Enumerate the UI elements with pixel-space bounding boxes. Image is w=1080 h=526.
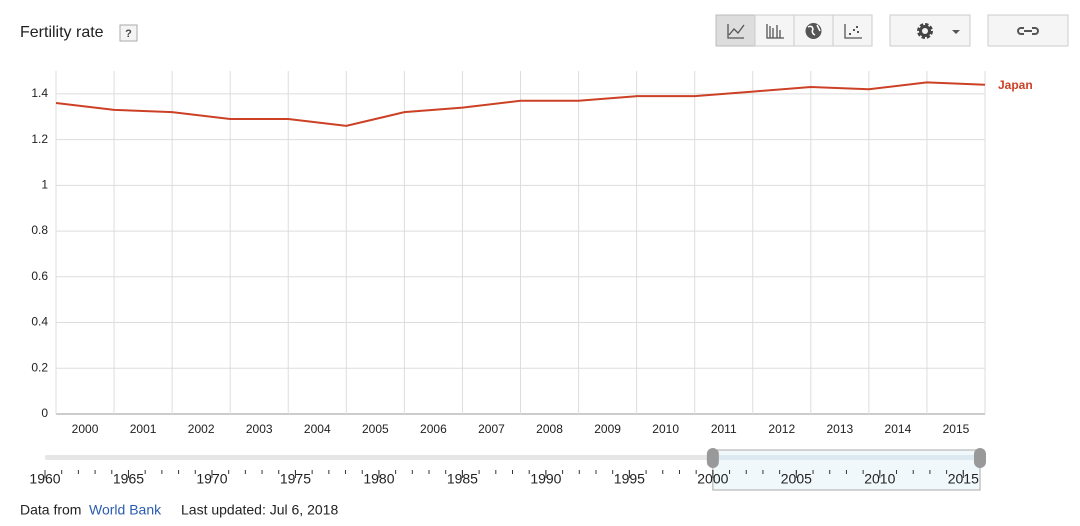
line-icon	[727, 24, 745, 39]
bar-chart-button[interactable]	[754, 14, 795, 47]
footer-source-prefix: Data from	[20, 502, 81, 518]
timeline-selected-track	[712, 455, 980, 460]
series-label: Japan	[998, 78, 1033, 92]
globe-icon	[805, 23, 822, 39]
y-tick-label: 1.4	[31, 86, 48, 100]
scatter-axis	[844, 24, 862, 39]
timeline-label: 2010	[864, 471, 895, 487]
x-tick-label: 2013	[826, 422, 853, 436]
x-tick-label: 2006	[420, 422, 447, 436]
timeline-label: 1985	[447, 471, 478, 487]
y-tick-label: 0.8	[31, 223, 48, 237]
help-button[interactable]	[119, 24, 138, 42]
x-tick-label: 2002	[188, 422, 215, 436]
scatter-button[interactable]	[832, 14, 873, 47]
x-tick-label: 2001	[130, 422, 157, 436]
timeline-label: 1965	[113, 471, 144, 487]
x-tick-label: 2010	[652, 422, 679, 436]
timeline-label: 2000	[697, 471, 728, 487]
x-tick-label: 2015	[943, 422, 970, 436]
x-tick-label: 2011	[711, 422, 737, 436]
timeline-handle[interactable]	[974, 448, 986, 468]
x-tick-label: 2007	[478, 422, 505, 436]
footer-updated: Last updated: Jul 6, 2018	[181, 502, 338, 518]
x-tick-label: 2012	[768, 422, 795, 436]
y-tick-label: 0.4	[31, 315, 48, 329]
series-line	[55, 81, 986, 127]
timeline-label: 1990	[530, 471, 561, 487]
y-tick-label: 1.2	[31, 132, 48, 146]
x-tick-label: 2014	[885, 422, 912, 436]
y-tick-label: 0	[41, 406, 48, 420]
timeline-label: 1980	[363, 471, 394, 487]
y-tick-label: 0.6	[31, 269, 48, 283]
x-tick-label: 2003	[246, 422, 273, 436]
y-tick-label: 0.2	[31, 360, 48, 374]
help-icon[interactable]: ?	[125, 28, 132, 40]
toolbar	[715, 14, 1069, 47]
x-tick-label: 2005	[362, 422, 389, 436]
x-tick-label: 2008	[536, 422, 563, 436]
bar-icon	[766, 24, 784, 39]
footer-source-link[interactable]: World Bank	[89, 502, 162, 518]
x-tick-label: 2004	[304, 422, 331, 436]
gear-ring	[919, 25, 931, 37]
timeline-label: 2005	[781, 471, 812, 487]
dropdown-arrow	[952, 30, 960, 34]
timeline-label: 2015	[948, 471, 979, 487]
scatter-dots	[849, 26, 859, 35]
timeline-label: 1970	[196, 471, 227, 487]
timeline-label: 1995	[614, 471, 645, 487]
globe-detail	[807, 24, 821, 36]
timeline-handle[interactable]	[706, 448, 719, 468]
link-icon	[1017, 27, 1039, 35]
timeline-label: 1975	[280, 471, 311, 487]
chart-title: Fertility rate	[20, 24, 104, 41]
y-tick-label: 1	[41, 178, 48, 192]
timeline-label: 1960	[29, 471, 60, 487]
x-tick-label: 2000	[72, 422, 99, 436]
x-tick-label: 2009	[594, 422, 621, 436]
